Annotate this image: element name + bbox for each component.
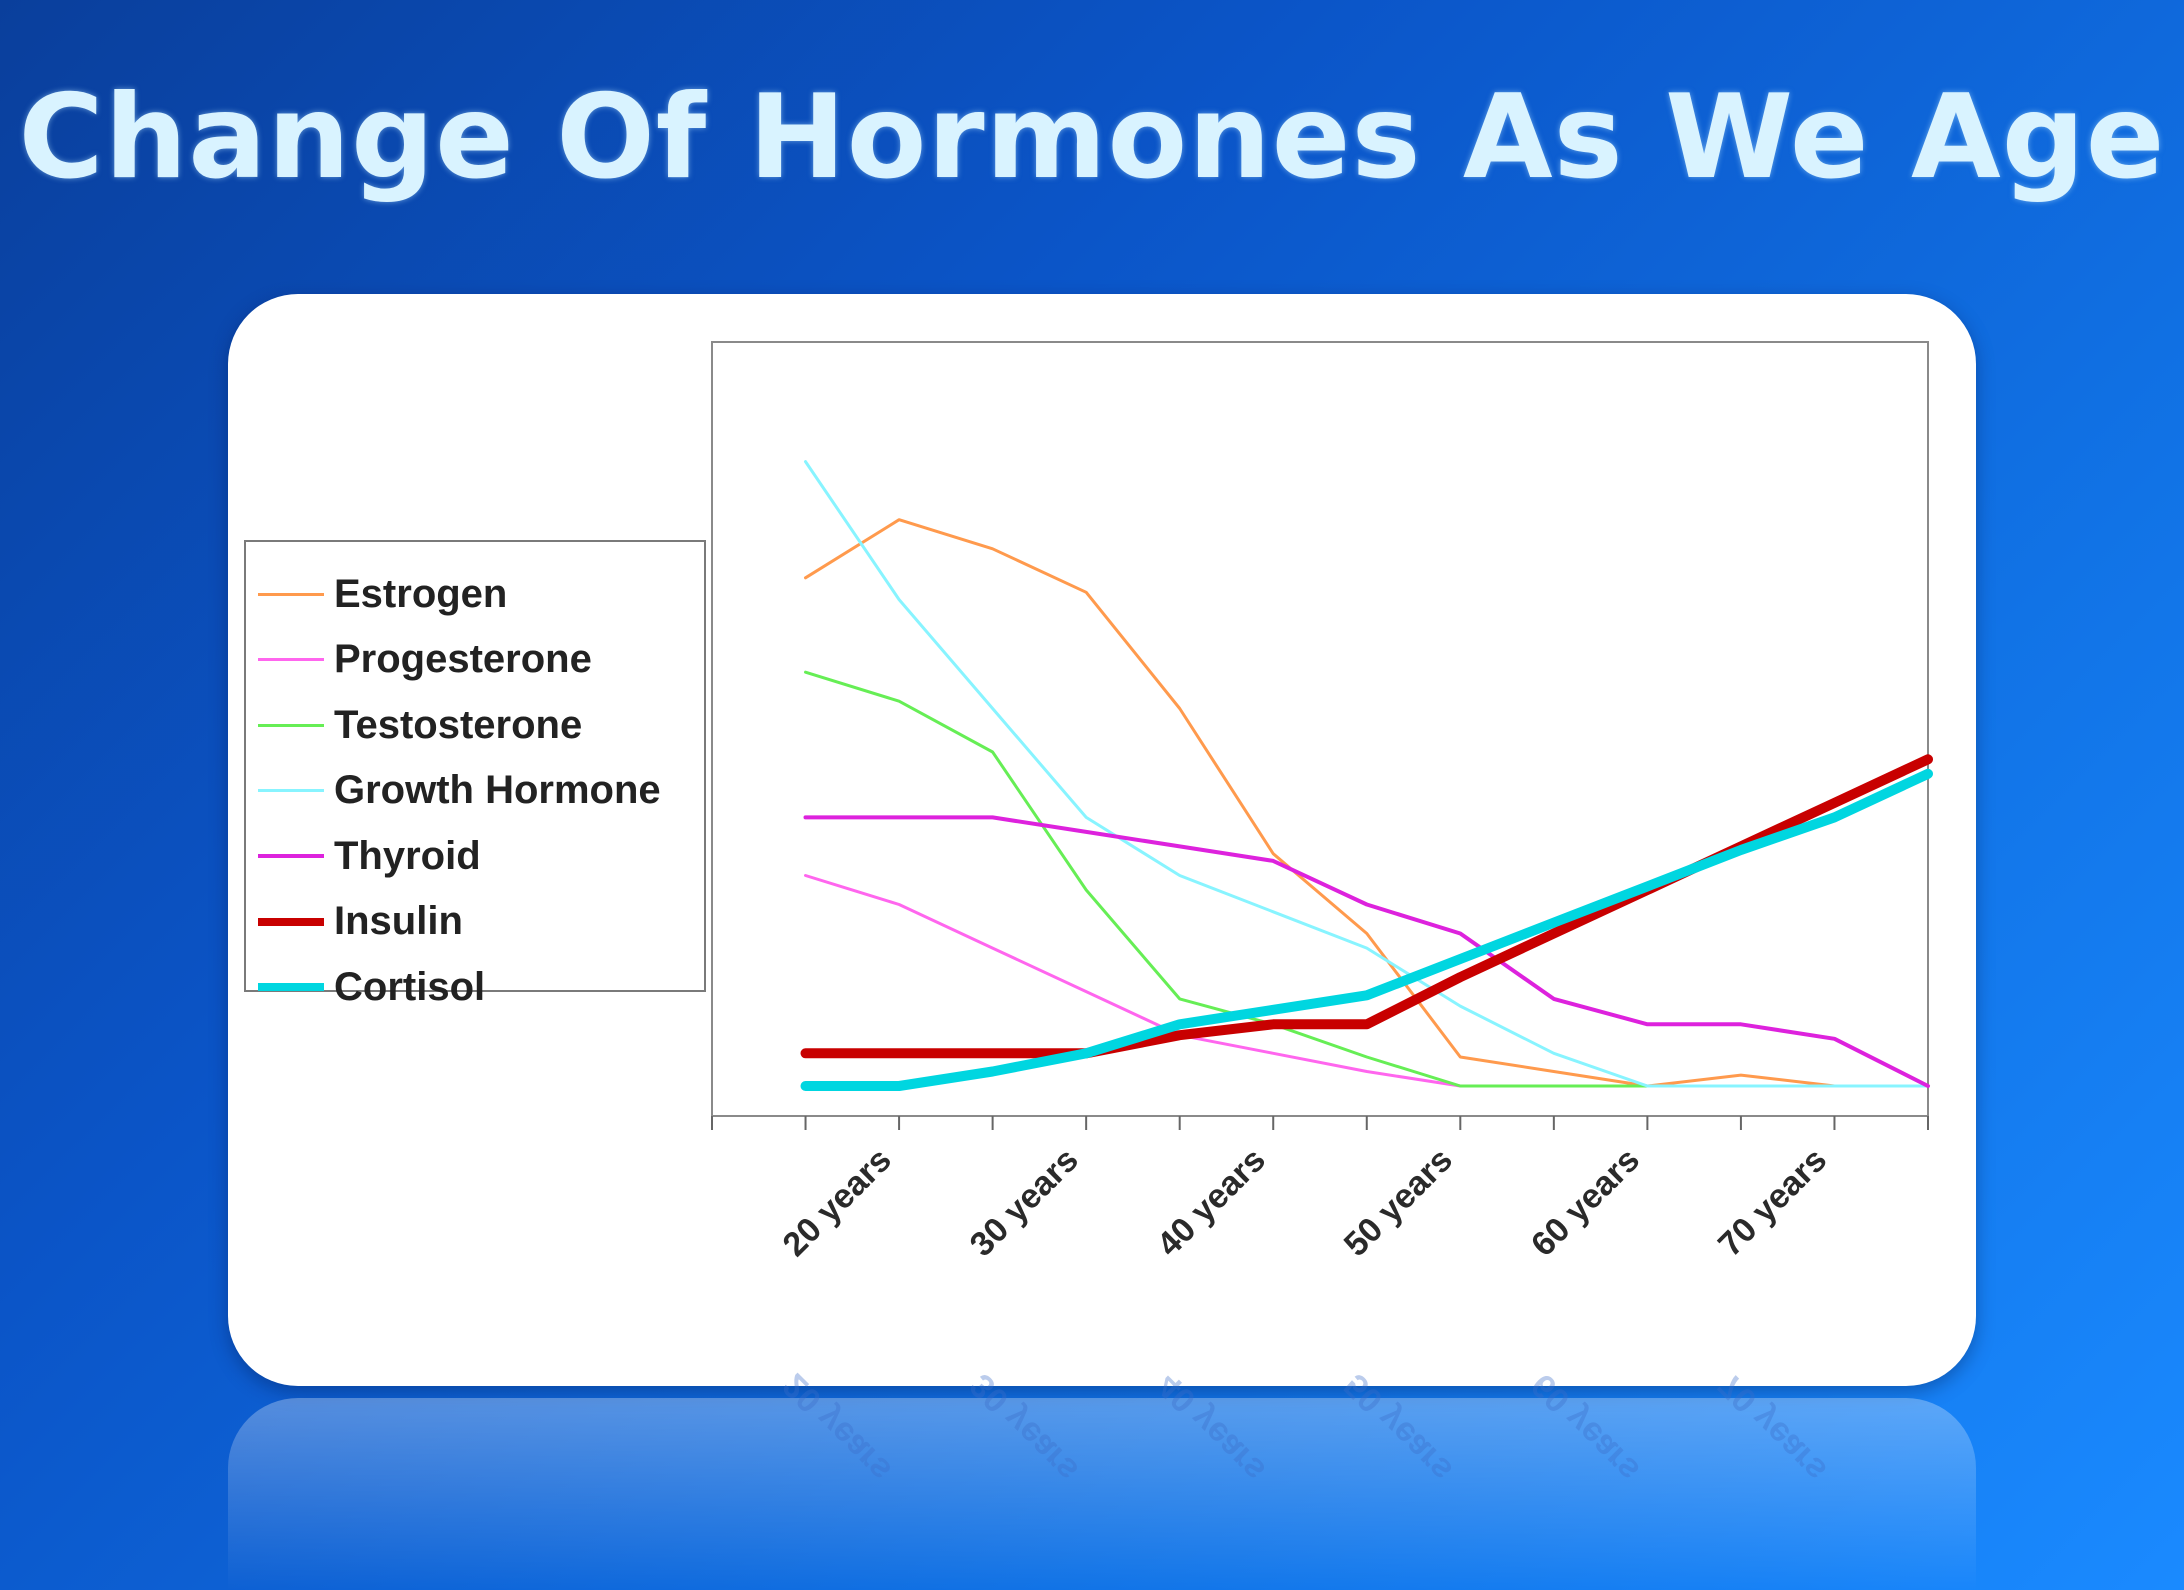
- x-tick-label: 40 years: [1150, 1141, 1273, 1264]
- x-tick-label: 20 years: [776, 1141, 899, 1264]
- legend-item: Cortisol: [258, 957, 485, 1017]
- legend-label: Cortisol: [334, 964, 486, 1009]
- series-line-thyroid: [803, 815, 1930, 1088]
- x-tick-label-reflection: 70 years: [1711, 1366, 1834, 1489]
- x-tick-label-reflection: 50 years: [1337, 1366, 1460, 1489]
- legend-swatch: [258, 854, 324, 858]
- legend-item: Thyroid: [258, 826, 481, 886]
- legend-item: Progesterone: [258, 630, 592, 690]
- x-tick-label-reflection: 30 years: [963, 1366, 1086, 1489]
- legend-item: Growth Hormone: [258, 761, 661, 821]
- legend-label: Insulin: [334, 899, 463, 943]
- x-tick-label-reflection: 40 years: [1150, 1366, 1273, 1489]
- card-reflection: [228, 1398, 1976, 1590]
- slide-title: Change Of Hormones As We Age: [18, 70, 2166, 205]
- legend-label: Growth Hormone: [334, 768, 661, 812]
- legend-item: Insulin: [258, 892, 463, 952]
- x-tick-label: 60 years: [1524, 1141, 1647, 1264]
- legend-label: Estrogen: [334, 571, 508, 616]
- legend-swatch: [258, 658, 324, 661]
- plot-area: [711, 341, 1929, 1117]
- series-line-growth-hormone: [804, 460, 1930, 1088]
- legend-swatch: [258, 789, 324, 792]
- legend-swatch: [258, 917, 324, 926]
- x-tick-label: 50 years: [1337, 1141, 1460, 1264]
- x-tick-label-reflection: 20 years: [776, 1366, 899, 1489]
- x-tick-label-reflection: 60 years: [1524, 1366, 1647, 1489]
- series-line-estrogen: [804, 518, 1930, 1088]
- legend-item: Testosterone: [258, 695, 582, 755]
- chart-legend: Estrogen Progesterone Testosterone Growth H…: [244, 540, 706, 1009]
- x-tick-label: 70 years: [1711, 1141, 1834, 1264]
- series-line-cortisol: [800, 768, 1933, 1091]
- legend-swatch: [258, 723, 324, 727]
- legend-label: Thyroid: [334, 833, 481, 878]
- legend-swatch: [258, 983, 324, 991]
- legend-swatch: [258, 592, 324, 596]
- x-tick-label: 30 years: [963, 1141, 1086, 1264]
- legend-item: Estrogen: [258, 564, 507, 624]
- legend-label: Testosterone: [334, 702, 583, 747]
- legend-label: Progesterone: [334, 637, 592, 681]
